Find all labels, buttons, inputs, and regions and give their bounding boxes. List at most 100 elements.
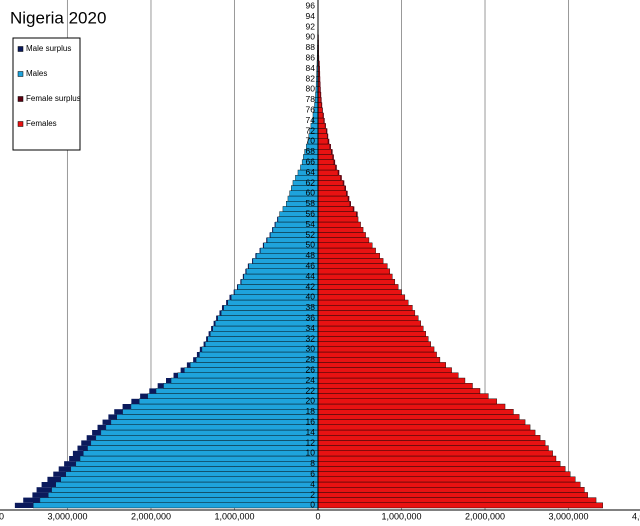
y-tick-label: 8 — [310, 458, 315, 468]
surplus-bar — [69, 456, 80, 462]
bar — [317, 200, 350, 207]
surplus-bar — [32, 492, 49, 498]
surplus-bar — [199, 346, 202, 352]
bar — [317, 299, 409, 306]
y-tick-label: 12 — [306, 437, 316, 447]
bar — [317, 237, 370, 244]
surplus-bar — [332, 154, 334, 160]
surplus-bar — [247, 263, 249, 269]
surplus-bar — [108, 414, 117, 420]
bar — [317, 128, 327, 134]
y-tick-label: 46 — [306, 260, 316, 270]
bar — [317, 367, 452, 374]
surplus-bar — [344, 185, 346, 191]
bar — [317, 232, 366, 238]
bar — [170, 377, 319, 384]
bar — [199, 351, 319, 358]
y-tick-label: 58 — [306, 198, 316, 208]
y-tick-label: 42 — [306, 281, 316, 291]
bar — [227, 299, 319, 306]
y-tick-label: 76 — [306, 104, 316, 114]
y-tick-label: 40 — [306, 292, 316, 302]
bar — [317, 341, 431, 348]
y-tick-label: 36 — [306, 312, 316, 322]
y-tick-label: 56 — [306, 208, 316, 218]
bar — [317, 325, 424, 332]
surplus-bar — [266, 237, 268, 243]
surplus-bar — [335, 164, 337, 170]
bar — [130, 403, 319, 410]
surplus-bar — [319, 76, 321, 82]
bar — [184, 367, 319, 374]
surplus-bar — [219, 310, 222, 316]
bar — [317, 268, 391, 275]
bar — [116, 414, 319, 420]
surplus-bar — [122, 404, 131, 410]
surplus-bar — [272, 227, 273, 233]
y-tick-label: 44 — [306, 271, 316, 281]
bar — [317, 289, 402, 296]
surplus-bar — [180, 367, 185, 373]
surplus-bar — [319, 71, 321, 77]
surplus-bar — [277, 216, 278, 222]
y-tick-label: 68 — [306, 146, 316, 156]
y-tick-label: 22 — [306, 385, 316, 395]
bar — [317, 216, 359, 223]
y-tick-label: 54 — [306, 219, 316, 229]
bar — [190, 362, 319, 368]
surplus-bar — [353, 206, 355, 212]
bar — [207, 336, 319, 342]
bar — [317, 180, 344, 186]
y-tick-label: 74 — [306, 115, 316, 125]
bar — [83, 450, 319, 457]
surplus-bar — [186, 362, 191, 368]
x-tick-label: 3,000,000 — [47, 511, 87, 521]
surplus-bar — [140, 393, 148, 399]
y-tick-label: 84 — [306, 63, 316, 73]
y-tick-label: 32 — [306, 333, 316, 343]
bar — [317, 492, 588, 498]
y-tick-label: 24 — [306, 375, 316, 385]
legend-label: Males — [26, 69, 47, 78]
surplus-bar — [14, 502, 34, 508]
surplus-bar — [166, 378, 172, 384]
surplus-bar — [86, 435, 96, 441]
y-tick-label: 14 — [306, 427, 316, 437]
bar — [39, 497, 319, 504]
legend-swatch — [17, 121, 24, 127]
surplus-bar — [343, 180, 345, 186]
y-tick-label: 20 — [306, 396, 316, 406]
surplus-bar — [206, 336, 208, 342]
bar — [317, 143, 330, 150]
bar — [317, 159, 335, 166]
bar — [317, 107, 323, 113]
y-tick-label: 62 — [306, 177, 316, 187]
surplus-bar — [229, 294, 232, 300]
legend-swatch — [17, 71, 24, 77]
surplus-bar — [329, 144, 331, 150]
surplus-bar — [252, 258, 253, 264]
surplus-bar — [114, 409, 123, 415]
surplus-bar — [274, 222, 276, 228]
bar — [317, 440, 546, 446]
bar — [95, 435, 319, 441]
bar — [317, 424, 531, 431]
bar — [110, 419, 319, 426]
bar — [317, 362, 446, 368]
surplus-bar — [333, 159, 336, 165]
y-tick-label: 94 — [306, 11, 316, 21]
surplus-bar — [102, 419, 111, 425]
surplus-bar — [269, 232, 271, 238]
x-tick-label: 0 — [315, 511, 320, 521]
bar — [195, 357, 319, 363]
surplus-bar — [242, 274, 244, 280]
bar — [317, 393, 489, 400]
x-tick-label: 4,000,000 — [0, 511, 4, 521]
bar — [317, 331, 426, 337]
surplus-bar — [58, 466, 71, 472]
bar — [317, 211, 357, 218]
surplus-bar — [81, 440, 91, 446]
x-tick-label: 2,000,000 — [131, 511, 171, 521]
bar — [51, 487, 319, 493]
bar — [317, 346, 435, 353]
